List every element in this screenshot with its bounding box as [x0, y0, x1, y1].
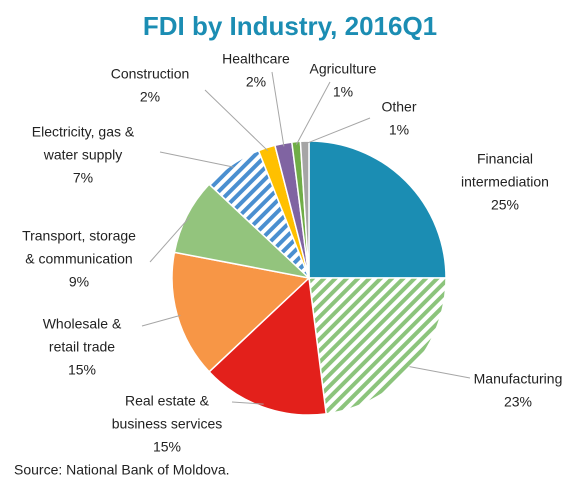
slice-label: Wholesale &	[43, 316, 122, 332]
pie-slice	[308, 277, 447, 415]
slice-label: intermediation	[461, 174, 549, 190]
pie-slice	[208, 276, 328, 416]
value-label: 2%	[246, 74, 266, 90]
leader-line	[159, 151, 234, 168]
value-label: 9%	[69, 274, 89, 290]
value-label: 23%	[504, 394, 532, 410]
slice-label: water supply	[43, 147, 123, 163]
slice-label: & communication	[25, 251, 132, 267]
leader-line	[204, 89, 268, 151]
slice-label: Healthcare	[222, 51, 290, 67]
slice-label: Construction	[111, 66, 190, 82]
pie-slice	[299, 140, 310, 279]
leader-line	[231, 401, 264, 405]
slice-label: Real estate &	[125, 393, 210, 409]
slice-label: Financial	[477, 151, 533, 167]
leader-line	[304, 117, 371, 145]
value-label: 15%	[68, 362, 96, 378]
value-label: 2%	[140, 89, 160, 105]
slice-label: business services	[112, 416, 223, 432]
chart-title: FDI by Industry, 2016Q1	[143, 11, 437, 41]
leader-line	[141, 314, 181, 327]
value-label: 15%	[153, 439, 181, 455]
slice-label: Transport, storage	[22, 228, 136, 244]
value-label: 1%	[333, 84, 353, 100]
slice-label: retail trade	[49, 339, 115, 355]
slice-label: Electricity, gas &	[32, 124, 135, 140]
pie-slice	[308, 140, 447, 279]
leader-line	[149, 216, 190, 263]
value-label: 7%	[73, 170, 93, 186]
source: Source: National Bank of Moldova.	[14, 462, 230, 478]
leader-line	[271, 71, 285, 147]
slice-label: Manufacturing	[474, 371, 563, 387]
value-label: 1%	[389, 122, 409, 138]
slice-label: Agriculture	[310, 61, 377, 77]
value-label: 25%	[491, 197, 519, 213]
slice-label: Other	[381, 99, 416, 115]
leader-line	[295, 81, 331, 145]
leader-line	[409, 366, 471, 379]
